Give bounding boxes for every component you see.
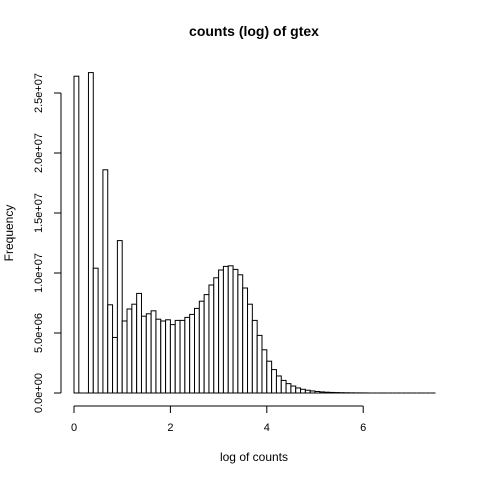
chart-title: counts (log) of gtex [189,23,319,39]
x-tick-label: 0 [71,422,77,434]
histogram-bar [112,336,118,394]
y-tick-label: 1.5e+07 [33,193,45,233]
histogram-bar [203,294,210,394]
histogram-bar [121,320,128,394]
histogram-bar [247,303,253,394]
histogram-bar [208,284,215,394]
histogram-bar [290,385,297,394]
y-tick-label: 1.0e+07 [33,253,45,293]
histogram-bar [189,313,195,394]
histogram-bar [131,303,138,394]
histogram-bar [237,274,244,394]
histogram-bar [218,269,224,394]
histogram-bar [271,369,277,394]
histogram-bar [92,267,99,394]
histogram-bar [304,389,311,394]
x-tick-label: 4 [264,422,270,434]
histogram-bar [126,308,133,394]
y-tick-label: 2.0e+07 [33,133,45,173]
x-axis: 0 2 4 6 [71,405,366,434]
histogram-bar [107,304,114,394]
y-tick-label: 5.0e+06 [33,313,45,353]
histogram-bar [300,388,306,394]
histogram-bar [150,310,157,394]
histogram-bar [165,319,171,394]
histogram-bar [319,391,326,394]
histogram-bar [275,375,282,394]
histogram-bar [198,300,205,394]
histogram-bar [169,324,176,394]
y-axis-label: Frequency [2,205,16,262]
histogram-bar [324,391,330,394]
histogram-bar [194,307,200,394]
histogram-bar [232,268,239,394]
x-tick-label: 6 [360,422,366,434]
histogram-bar [160,320,167,394]
y-tick-label: 2.5e+07 [33,73,45,113]
histogram-bar [179,319,186,394]
histogram-bar [184,316,191,394]
x-tick-label: 2 [167,422,173,434]
histogram-bar [87,72,94,394]
x-axis-label: log of counts [220,450,288,464]
histogram-bar [261,349,268,394]
histogram-bar [102,169,109,394]
y-axis: 0.0e+00 5.0e+06 1.0e+07 1.5e+07 2.0e+07 2.5e+… [33,73,62,413]
histogram-bar [73,75,80,394]
histogram-bar [309,390,316,394]
histogram-bar [155,318,162,394]
histogram-bar [116,240,123,394]
histogram-bar [256,334,263,394]
histogram-bar [251,319,258,394]
histogram-bar [222,265,229,394]
histogram-bar [242,287,249,394]
histogram-bar [227,265,234,394]
histogram-bar [285,383,292,394]
y-tick-label: 0.0e+00 [33,373,45,413]
histogram-bar [280,379,287,394]
histogram-bar [140,315,147,394]
histogram-bar [328,391,335,394]
histogram-bar [145,313,152,394]
histogram-bar [266,360,273,394]
histogram-bars [73,72,436,394]
histogram-bar [174,319,181,394]
histogram-bar [295,387,302,394]
histogram-bar [136,292,142,394]
histogram-bar [213,277,220,394]
histogram-bar [314,391,321,394]
